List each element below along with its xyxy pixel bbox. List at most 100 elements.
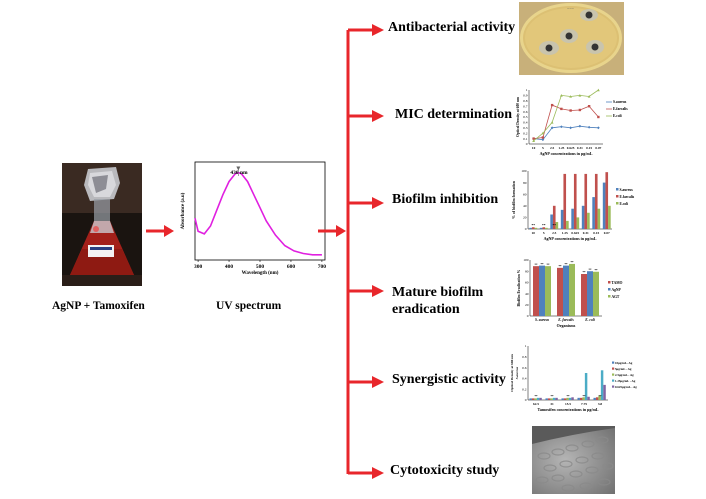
syn-bar-3-3 <box>584 373 588 400</box>
syn-bar-0-0 <box>529 398 532 400</box>
bio-bar-1-6 <box>594 173 598 229</box>
syn-xtick-2: 15.5 <box>565 402 571 406</box>
syn-bar-2-2 <box>566 397 569 400</box>
mic-ytick-10: 1 <box>526 88 528 92</box>
mat-bar-2-1 <box>569 263 575 316</box>
bio-bar-0-0 <box>529 227 532 229</box>
bio-ytick-2: 40 <box>523 204 527 208</box>
branch-label-synergistic: Synergistic activity <box>392 372 506 387</box>
mat-ytick-4: 80 <box>525 269 529 273</box>
mat-sig-1-0: ** <box>541 262 545 266</box>
mat-sig-2-2: ** <box>595 268 599 272</box>
mat-legend-swatch-0 <box>608 281 611 284</box>
mic-xtick-5: 0.31 <box>577 146 583 150</box>
branch-label-biofilm-inhibition: Biofilm inhibition <box>392 192 499 207</box>
mic-ytick-2: 0.2 <box>523 131 528 135</box>
uv-xtick-label-0: 300 <box>194 264 203 270</box>
bio-ytick-3: 60 <box>523 192 527 196</box>
syn-subtitle: S.aureus <box>515 366 519 379</box>
bio-bar-0-3 <box>560 209 564 229</box>
bio-ytick-4: 80 <box>523 181 527 185</box>
bio-bar-1-2 <box>552 205 556 229</box>
bio-bar-2-4 <box>576 217 580 229</box>
mat-ytick-5: 100 <box>523 258 529 262</box>
bio-bar-2-5 <box>587 212 590 229</box>
syn-ytick-5: 1 <box>525 344 527 348</box>
syn-legend-swatch-2 <box>612 373 615 376</box>
mic-xtick-0: 10 <box>532 146 536 150</box>
mat-xtick-2: E. coli <box>584 318 595 322</box>
syn-legend-swatch-0 <box>612 361 615 364</box>
bio-legend-swatch-1 <box>616 195 619 198</box>
bio-bar-0-5 <box>581 205 585 229</box>
mat-ytick-2: 40 <box>525 292 529 296</box>
syn-bar-1-2 <box>563 398 567 400</box>
uv-peak-arrowhead <box>236 166 241 171</box>
svg-text:~~~: ~~~ <box>567 6 575 11</box>
bio-legend-swatch-2 <box>616 202 619 205</box>
syn-bar-2-1 <box>550 398 553 400</box>
mat-ytick-3: 60 <box>525 281 529 285</box>
syn-legend-4: 0.625µg/mL - Ag <box>615 385 637 389</box>
mat-xtick-1: E. faecalis <box>557 318 574 322</box>
mat-bar-2-2 <box>593 271 599 316</box>
bio-sig-2: ** <box>553 223 557 227</box>
mic-xtick-6: 0.15 <box>586 146 592 150</box>
mic-xtick-4: 0.625 <box>567 146 575 150</box>
bio-xtick-7: 0.07 <box>604 231 610 235</box>
bio-xtick-1: 5 <box>543 231 545 235</box>
mic-xtick-1: 5 <box>542 146 544 150</box>
uv-xtick-label-4: 700 <box>318 264 327 270</box>
mic-legend-1: E.faecalis <box>613 107 628 111</box>
syn-bar-4-1 <box>555 397 558 400</box>
syn-bar-1-3 <box>579 397 583 400</box>
mat-legend-0: TAMO <box>612 281 623 285</box>
mic-ytick-0: 0 <box>526 142 528 146</box>
branch-label-cytotoxicity: Cytotoxicity study <box>390 463 500 478</box>
uv-xtick-label-1: 400 <box>225 264 234 270</box>
bio-xtick-0: 10 <box>532 231 536 235</box>
syn-xtick-3: 7.75 <box>581 402 587 406</box>
bio-bar-2-2 <box>555 222 559 229</box>
syn-bar-0-3 <box>577 397 580 400</box>
syn-bar-3-0 <box>536 397 540 400</box>
bio-bar-0-1 <box>539 227 543 229</box>
bio-bar-2-7 <box>608 205 611 229</box>
syn-xtick-0: 62.5 <box>533 402 539 406</box>
bio-ytick-5: 100 <box>521 169 527 173</box>
syn-legend-2: 2.5µg/mL - Ag <box>615 373 634 377</box>
mic-ytick-7: 0.7 <box>523 104 528 108</box>
bio-legend-1: E.faecalis <box>620 195 635 199</box>
syn-sig-3: ** <box>583 394 587 398</box>
mat-ylabel: Biofilm Eradication % <box>517 269 521 306</box>
mic-series-line-0 <box>533 125 599 141</box>
branch-arrowhead-1 <box>372 110 384 122</box>
mat-ytick-1: 20 <box>525 303 529 307</box>
bio-legend-2: E.coli <box>620 202 629 206</box>
syn-bar-4-0 <box>539 397 542 400</box>
syn-sig-4: ** <box>599 394 603 398</box>
biofilm-inhibition-chart: 0 20 40 60 80 100 S.aureus E.faecalis E.coli ** **… <box>508 167 638 250</box>
bio-xtick-6: 0.15 <box>593 231 599 235</box>
syn-xlabel: Tamoxifen concentrations in µg/mL <box>538 407 599 412</box>
syn-sig-0: ** <box>535 394 539 398</box>
bio-ylabel: % of biofilm formation <box>512 180 516 219</box>
mic-ytick-4: 0.4 <box>523 121 528 125</box>
syn-legend-3: 1.25µg/mL - Ag <box>615 379 636 383</box>
synergistic-chart: 0 0.2 0.4 0.6 0.8 1 10µg/mL- Ag 5µg/mL - Ag 2.5µ… <box>508 342 642 422</box>
bio-bar-2-6 <box>597 208 601 229</box>
bio-bar-2-3 <box>566 220 569 229</box>
bio-ytick-0: 0 <box>525 227 527 231</box>
syn-bar-3-2 <box>568 397 572 400</box>
syn-bar-4-2 <box>571 397 574 400</box>
uv-peak-label: 430 nm <box>230 170 248 176</box>
mic-ytick-6: 0.6 <box>523 110 528 114</box>
bio-legend-0: S.aureus <box>620 188 634 192</box>
syn-bar-1-4 <box>595 397 599 400</box>
mat-bar-2-0 <box>545 266 551 316</box>
uv-spectrum-chart: 300 400 500 600 700 430 nm Wavelength (nm) A… <box>178 156 330 286</box>
mic-series-line-2 <box>533 89 599 142</box>
mat-sig-0-2: ** <box>583 270 587 274</box>
arrow-photo-to-uv <box>146 225 174 237</box>
photo-caption: AgNP + Tamoxifen <box>52 300 145 312</box>
